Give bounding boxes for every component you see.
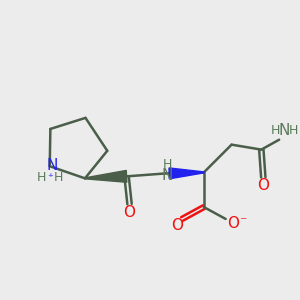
Text: H: H — [54, 171, 63, 184]
Text: H: H — [163, 158, 172, 171]
Text: O: O — [124, 205, 136, 220]
Text: H: H — [271, 124, 280, 137]
Text: N: N — [161, 168, 173, 183]
Text: O: O — [228, 216, 240, 231]
Polygon shape — [169, 168, 204, 179]
Text: O: O — [171, 218, 183, 233]
Text: ⁻: ⁻ — [239, 215, 246, 229]
Text: N: N — [46, 158, 57, 173]
Text: H: H — [288, 124, 298, 137]
Text: H: H — [37, 171, 46, 184]
Polygon shape — [85, 170, 127, 182]
Text: O: O — [257, 178, 269, 193]
Text: ⁺: ⁺ — [48, 173, 54, 183]
Text: N: N — [278, 123, 290, 138]
